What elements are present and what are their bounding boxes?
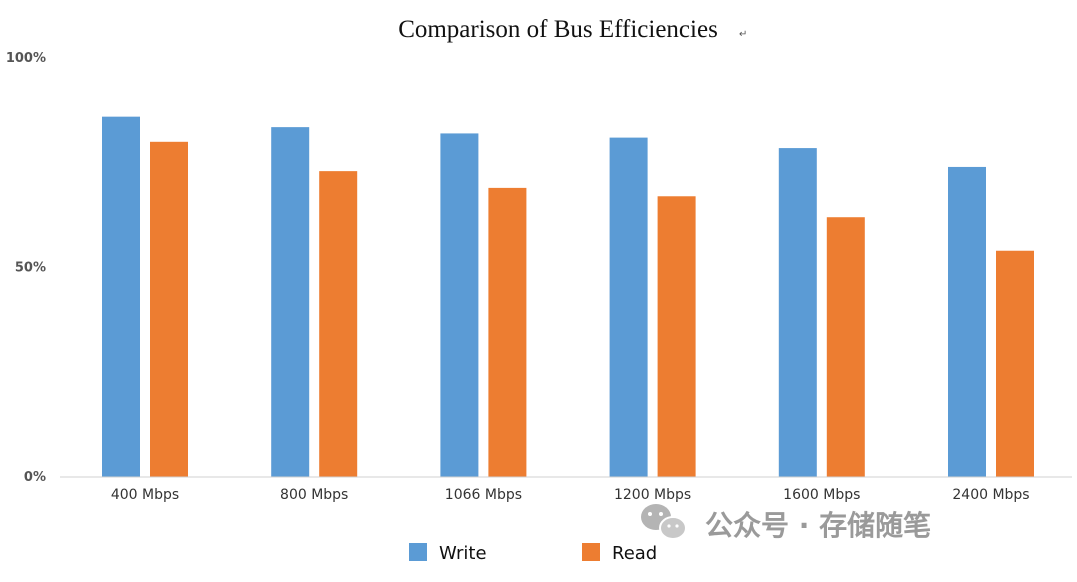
bar-write (102, 116, 140, 477)
y-tick-label: 0% (24, 470, 46, 485)
x-tick-label: 400 Mbps (111, 487, 179, 503)
watermark: 公众号 · 存储随笔 (641, 504, 931, 542)
legend-label-write: Write (439, 543, 487, 564)
x-tick-label: 1200 Mbps (614, 487, 691, 503)
bar-read (319, 171, 358, 477)
bar-write (778, 148, 817, 477)
wechat-icon (641, 504, 687, 540)
bar-read (150, 141, 188, 478)
bar-read (657, 196, 696, 477)
bar-write (948, 166, 986, 477)
chart-title: Comparison of Bus Efficiencies ↵ (398, 16, 747, 43)
chart-title-text: Comparison of Bus Efficiencies (398, 16, 718, 43)
bar-read (996, 250, 1034, 477)
y-axis-ticks: 100% 50% 0% (6, 51, 46, 485)
legend-swatch-read (582, 543, 600, 561)
y-tick-label: 100% (6, 51, 46, 66)
x-tick-label: 1066 Mbps (445, 487, 522, 503)
legend: Write Read (409, 543, 657, 564)
legend-swatch-write (409, 543, 427, 561)
bar-write (271, 127, 310, 477)
title-paragraph-mark: ↵ (739, 29, 747, 40)
bar-read (488, 187, 527, 477)
x-tick-label: 800 Mbps (280, 487, 348, 503)
legend-label-read: Read (612, 543, 657, 564)
x-axis-ticks: 400 Mbps 800 Mbps 1066 Mbps 1200 Mbps 1600 M… (111, 487, 1030, 503)
x-tick-label: 2400 Mbps (952, 487, 1029, 503)
bar-write (440, 133, 479, 478)
watermark-text: 公众号 · 存储随笔 (705, 509, 931, 542)
x-tick-label: 1600 Mbps (783, 487, 860, 503)
y-tick-label: 50% (15, 261, 46, 276)
bar-write (609, 137, 648, 478)
bars (102, 116, 1034, 478)
bar-read (826, 217, 865, 477)
